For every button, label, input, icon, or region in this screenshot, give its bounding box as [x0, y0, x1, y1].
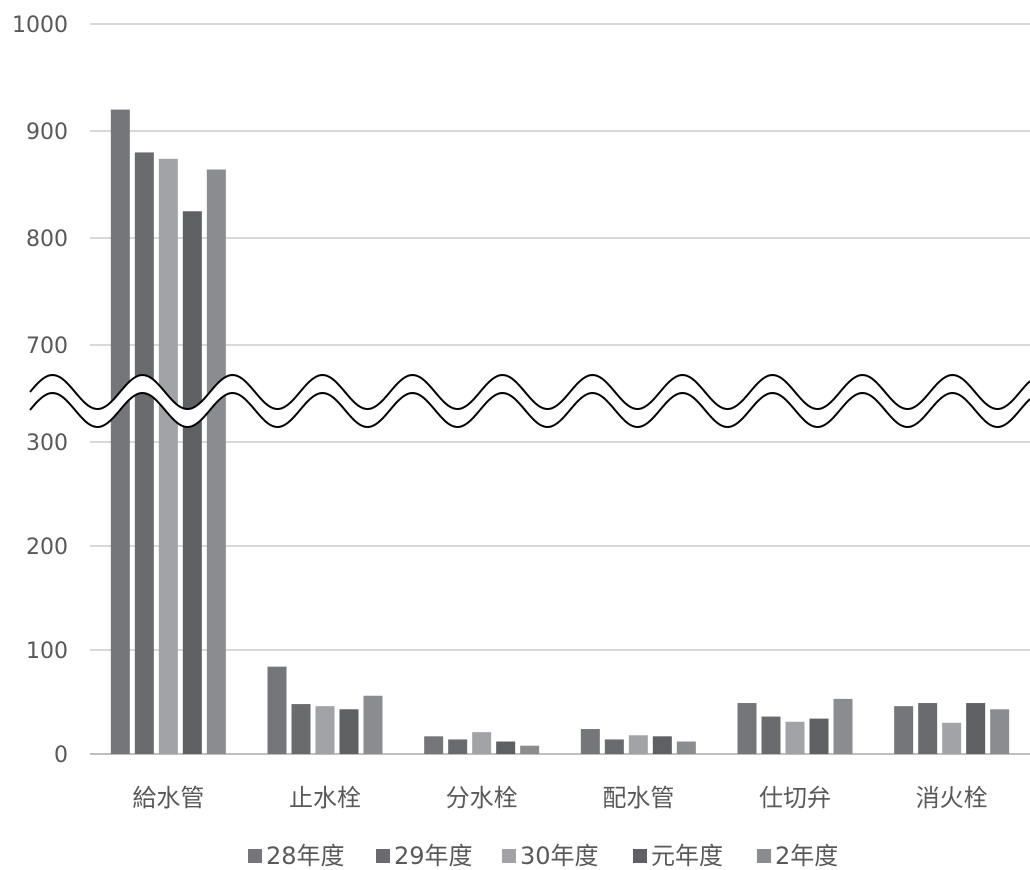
- y-tick-label: 700: [26, 334, 68, 359]
- bar: [676, 741, 696, 754]
- x-category-label: 分水栓: [446, 784, 518, 812]
- x-category-label: 仕切弁: [759, 784, 831, 812]
- bar: [496, 741, 516, 754]
- legend-label: 元年度: [651, 842, 723, 870]
- axis-break: [29, 374, 1030, 428]
- bar: [339, 709, 359, 754]
- bar: [291, 704, 311, 754]
- bars: [110, 109, 1010, 755]
- bar: [652, 736, 672, 754]
- legend-swatch: [248, 849, 262, 863]
- bar: [990, 709, 1010, 754]
- legend: 28年度 29年度 30年度 元年度 2年度: [248, 842, 838, 870]
- bar: [942, 722, 962, 754]
- legend-label: 29年度: [394, 842, 473, 870]
- x-category-label: 消火栓: [916, 784, 988, 812]
- bar: [761, 716, 781, 754]
- legend-label: 28年度: [266, 842, 345, 870]
- bar: [448, 739, 468, 754]
- legend-label: 30年度: [520, 842, 599, 870]
- bar: [472, 732, 492, 754]
- bar: [158, 158, 178, 754]
- y-tick-label: 100: [26, 639, 68, 664]
- bar: [966, 703, 986, 754]
- break-line-lower: [29, 392, 1030, 428]
- gridlines: [90, 23, 1030, 755]
- x-category-label: 給水管: [132, 784, 204, 812]
- y-axis-ticks: 0 100 200 300 700 800 900 1000: [12, 13, 68, 768]
- bar: [628, 735, 648, 754]
- bar: [918, 703, 938, 754]
- legend-swatch: [633, 849, 647, 863]
- bar: [182, 211, 202, 754]
- bar: [737, 703, 757, 754]
- bar: [809, 718, 829, 754]
- break-line-upper: [29, 374, 1030, 410]
- bar: [833, 698, 853, 754]
- x-category-label: 配水管: [602, 784, 674, 812]
- bar: [520, 745, 540, 754]
- bar: [580, 729, 600, 754]
- y-tick-label: 300: [26, 431, 68, 456]
- y-tick-label: 900: [26, 120, 68, 145]
- bar: [785, 721, 805, 754]
- break-band: [30, 375, 1030, 427]
- bar: [424, 736, 444, 754]
- bar: [206, 169, 226, 754]
- x-category-label: 止水栓: [289, 784, 361, 812]
- y-tick-label: 200: [26, 535, 68, 560]
- y-tick-label: 1000: [12, 13, 68, 38]
- bar: [604, 739, 624, 754]
- y-tick-label: 0: [54, 743, 68, 768]
- legend-label: 2年度: [775, 842, 838, 870]
- y-tick-label: 800: [26, 227, 68, 252]
- x-axis-categories: 給水管 止水栓 分水栓 配水管 仕切弁 消火栓: [132, 784, 987, 812]
- legend-swatch: [757, 849, 771, 863]
- bar: [363, 695, 383, 754]
- bar: [894, 706, 914, 754]
- legend-swatch: [376, 849, 390, 863]
- legend-swatch: [502, 849, 516, 863]
- bar: [134, 152, 154, 754]
- bar: [315, 706, 335, 754]
- bar: [110, 109, 130, 755]
- bar: [267, 666, 287, 754]
